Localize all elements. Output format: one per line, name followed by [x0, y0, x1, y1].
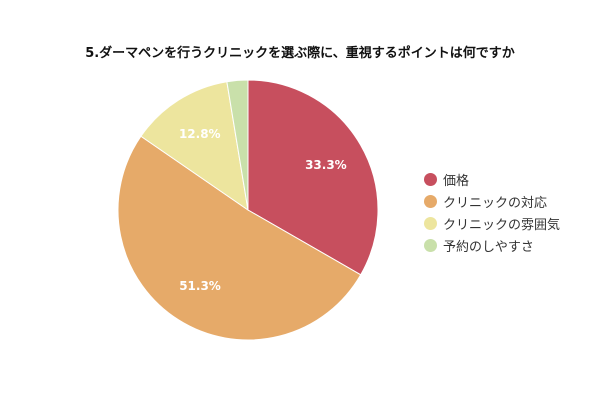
pie-slice-label-2: 51.3% — [179, 279, 221, 293]
legend-swatch-2 — [424, 194, 437, 208]
pie-slice-1 — [247, 79, 379, 276]
chart-title: 5.ダーマペンを行うクリニックを選ぶ際に、重視するポイントは何ですか — [85, 46, 515, 61]
pie-slice-3 — [140, 81, 249, 212]
legend-label-1: 価格 — [443, 173, 470, 189]
legend: 価格クリニックの対応 クリニックの雰囲気 予約のしやすさ — [424, 168, 560, 256]
legend-swatch-1 — [424, 172, 437, 186]
pie-slice-label-3: 12.8% — [179, 127, 221, 141]
pie-slice-2 — [117, 135, 362, 341]
legend-swatch-3 — [424, 216, 437, 230]
legend-swatch-4 — [424, 238, 437, 252]
legend-label-4: 予約のしやすさ — [443, 239, 534, 255]
legend-item-1: 価格 — [424, 168, 560, 190]
legend-label-3: クリニックの雰囲気 — [443, 217, 561, 233]
legend-item-2: クリニックの対応 — [424, 190, 560, 212]
legend-label-2: クリニックの対応 — [443, 195, 548, 211]
legend-item-4: 予約のしやすさ — [424, 234, 560, 256]
legend-item-3: クリニックの雰囲気 — [424, 212, 560, 234]
pie-slices — [117, 79, 379, 341]
pie-slice-labels: 33.3% 51.3% 12.8% — [179, 127, 347, 293]
pie-slice-label-1: 33.3% — [305, 158, 347, 172]
pie-slice-4 — [226, 79, 249, 211]
